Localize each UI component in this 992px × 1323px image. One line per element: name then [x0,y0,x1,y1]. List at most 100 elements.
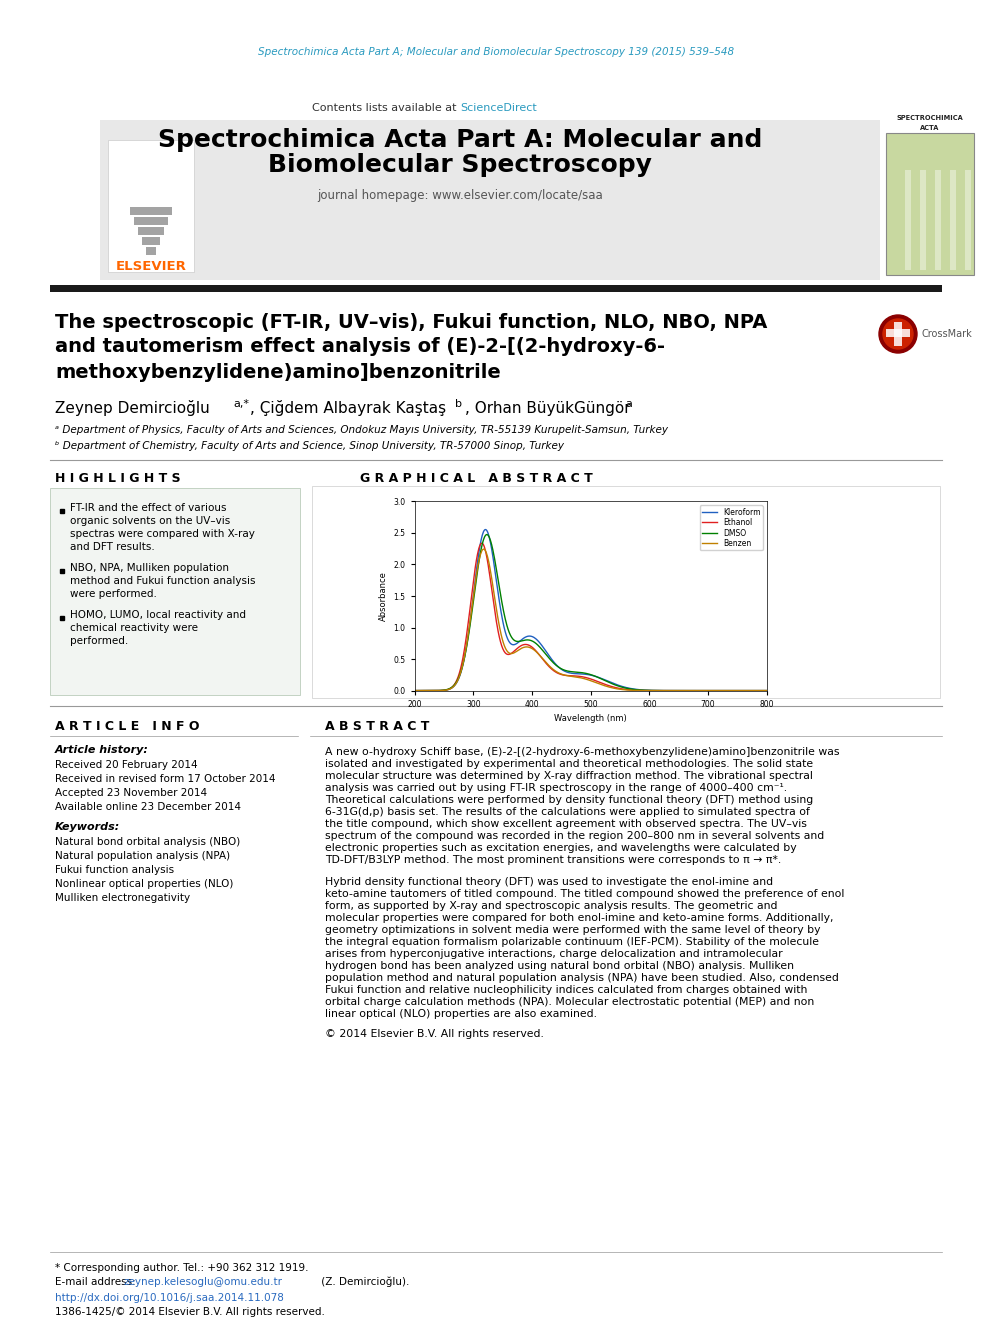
Bar [886,134,974,275]
Text: molecular properties were compared for both enol-imine and keto-amine forms. Add: molecular properties were compared for b… [325,913,833,923]
Benzen [568,669,580,685]
Text: chemical reactivity were: chemical reactivity were [70,623,198,632]
Text: Available online 23 December 2014: Available online 23 December 2014 [55,802,241,812]
DMSO [409,683,421,699]
Text: * Corresponding author. Tel.: +90 362 312 1919.: * Corresponding author. Tel.: +90 362 31… [55,1263,309,1273]
Kleroform [675,683,686,699]
Text: organic solvents on the UV–vis: organic solvents on the UV–vis [70,516,230,527]
Text: E-mail address:: E-mail address: [55,1277,139,1287]
Kleroform [479,521,491,537]
Bar [50,284,942,292]
Text: a: a [625,400,632,409]
Bar [108,140,194,273]
Bar [886,329,910,337]
Text: Hybrid density functional theory (DFT) was used to investigate the enol-imine an: Hybrid density functional theory (DFT) w… [325,877,773,886]
Benzen [409,683,421,699]
Text: a,*: a,* [233,400,249,409]
Text: SPECTROCHIMICA: SPECTROCHIMICA [897,115,963,120]
Text: arises from hyperconjugative interactions, charge delocalization and intramolecu: arises from hyperconjugative interaction… [325,949,783,959]
Text: NBO, NPA, Mulliken population: NBO, NPA, Mulliken population [70,564,229,573]
Text: population method and natural population analysis (NPA) have been studied. Also,: population method and natural population… [325,972,839,983]
Kleroform [500,626,512,642]
Text: CrossMark: CrossMark [922,329,973,339]
Text: hydrogen bond has been analyzed using natural bond orbital (NBO) analysis. Mulli: hydrogen bond has been analyzed using na… [325,960,794,971]
DMSO [645,683,657,699]
Text: 1386-1425/© 2014 Elsevier B.V. All rights reserved.: 1386-1425/© 2014 Elsevier B.V. All right… [55,1307,324,1316]
DMSO [617,680,629,696]
Legend: Kleroform, Ethanol, DMSO, Benzen: Kleroform, Ethanol, DMSO, Benzen [699,505,763,550]
Text: spectrum of the compound was recorded in the region 200–800 nm in several solven: spectrum of the compound was recorded in… [325,831,824,841]
Kleroform [568,665,580,681]
Kleroform [761,683,773,699]
Text: Article history:: Article history: [55,745,149,755]
DMSO [675,683,686,699]
Text: , Orhan BüyükGüngör: , Orhan BüyükGüngör [465,401,631,415]
Text: Spectrochimica Acta Part A; Molecular and Biomolecular Spectroscopy 139 (2015) 5: Spectrochimica Acta Part A; Molecular an… [258,48,734,57]
Kleroform [409,683,421,699]
Text: ᵇ Department of Chemistry, Faculty of Arts and Science, Sinop University, TR-570: ᵇ Department of Chemistry, Faculty of Ar… [55,441,564,451]
Text: b: b [455,400,462,409]
Text: journal homepage: www.elsevier.com/locate/saa: journal homepage: www.elsevier.com/locat… [317,189,603,202]
Text: Contents lists available at: Contents lists available at [312,103,460,112]
Text: , Çiğdem Albayrak Kaştaş: , Çiğdem Albayrak Kaştaş [250,400,446,415]
Ethanol [471,549,483,565]
Text: The spectroscopic (FT-IR, UV–vis), Fukui function, NLO, NBO, NPA: The spectroscopic (FT-IR, UV–vis), Fukui… [55,312,768,332]
Text: Zeynep Demircioğlu: Zeynep Demircioğlu [55,400,209,415]
Bar [905,169,911,270]
Line: Benzen: Benzen [415,549,767,691]
Line: Ethanol: Ethanol [415,544,767,691]
Bar [950,169,956,270]
Ethanol [675,683,686,699]
Text: form, as supported by X-ray and spectroscopic analysis results. The geometric an: form, as supported by X-ray and spectros… [325,901,778,912]
Bar [894,321,902,347]
Text: keto-amine tautomers of titled compound. The titled compound showed the preferen: keto-amine tautomers of titled compound.… [325,889,844,900]
Text: G R A P H I C A L   A B S T R A C T: G R A P H I C A L A B S T R A C T [360,471,593,484]
Text: ELSEVIER: ELSEVIER [115,261,186,274]
Benzen [675,683,686,699]
Y-axis label: Absorbance: Absorbance [379,572,388,620]
Bar [312,486,940,699]
Circle shape [879,315,917,353]
Bar [142,237,160,245]
Text: ScienceDirect: ScienceDirect [460,103,537,112]
Ethanol [617,681,629,697]
Text: isolated and investigated by experimental and theoretical methodologies. The sol: isolated and investigated by experimenta… [325,759,813,769]
Text: Fukui function analysis: Fukui function analysis [55,865,175,875]
Text: the integral equation formalism polarizable continuum (IEF-PCM). Stability of th: the integral equation formalism polariza… [325,937,819,947]
Text: A B S T R A C T: A B S T R A C T [325,720,430,733]
Text: TD-DFT/B3LYP method. The most prominent transitions were corresponds to π → π*.: TD-DFT/B3LYP method. The most prominent … [325,855,782,865]
Benzen [761,683,773,699]
Ethanol [761,683,773,699]
Text: © 2014 Elsevier B.V. All rights reserved.: © 2014 Elsevier B.V. All rights reserved… [325,1029,544,1039]
Bar [920,169,926,270]
Line: Kleroform: Kleroform [415,529,767,691]
Text: ACTA: ACTA [921,124,939,131]
DMSO [471,566,483,582]
DMSO [568,664,580,680]
Benzen [471,564,483,579]
Text: orbital charge calculation methods (NPA). Molecular electrostatic potential (MEP: orbital charge calculation methods (NPA)… [325,998,814,1007]
Text: Mulliken electronegativity: Mulliken electronegativity [55,893,190,904]
DMSO [761,683,773,699]
Benzen [477,541,489,557]
Bar [134,217,168,225]
Text: methoxybenzylidene)amino]benzonitrile: methoxybenzylidene)amino]benzonitrile [55,363,501,381]
Text: electronic properties such as excitation energies, and wavelengths were calculat: electronic properties such as excitation… [325,843,797,853]
Text: analysis was carried out by using FT-IR spectroscopy in the range of 4000–400 cm: analysis was carried out by using FT-IR … [325,783,787,792]
Text: Spectrochimica Acta Part A: Molecular and: Spectrochimica Acta Part A: Molecular an… [158,128,762,152]
Benzen [617,681,629,697]
Line: DMSO: DMSO [415,534,767,691]
Text: linear optical (NLO) properties are also examined.: linear optical (NLO) properties are also… [325,1009,597,1019]
Text: http://dx.doi.org/10.1016/j.saa.2014.11.078: http://dx.doi.org/10.1016/j.saa.2014.11.… [55,1293,284,1303]
Ethanol [476,536,488,552]
Text: Biomolecular Spectroscopy: Biomolecular Spectroscopy [268,153,652,177]
Text: were performed.: were performed. [70,589,157,599]
Text: performed.: performed. [70,636,128,646]
Kleroform [471,558,483,574]
Bar [50,488,300,695]
Ethanol [409,683,421,699]
Ethanol [500,646,512,662]
Text: molecular structure was determined by X-ray diffraction method. The vibrational : molecular structure was determined by X-… [325,771,812,781]
Circle shape [883,319,913,349]
Text: A new o-hydroxy Schiff base, (E)-2-[(2-hydroxy-6-methoxybenzylidene)amino]benzon: A new o-hydroxy Schiff base, (E)-2-[(2-h… [325,747,839,757]
